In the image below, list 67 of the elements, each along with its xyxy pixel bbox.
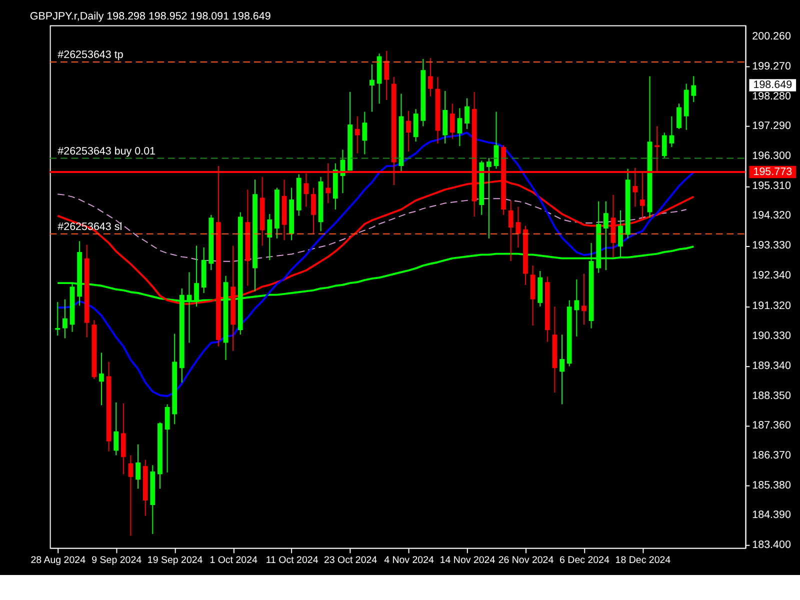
x-tick-label: 28 Aug 2024 xyxy=(30,554,86,566)
x-tick-label: 6 Dec 2024 xyxy=(560,554,610,566)
y-tick-label: 195.310 xyxy=(752,180,791,192)
candlestick xyxy=(311,187,316,234)
y-tick-label: 184.390 xyxy=(752,509,791,522)
candlestick xyxy=(516,206,521,248)
x-tick-label: 23 Oct 2024 xyxy=(324,554,378,566)
candlestick xyxy=(114,402,119,456)
candlestick xyxy=(384,50,390,101)
x-tick-label: 11 Oct 2024 xyxy=(266,554,319,566)
y-tick-label: 199.270 xyxy=(752,60,791,72)
y-tick-label: 193.330 xyxy=(752,240,791,252)
candlestick xyxy=(582,273,586,326)
candlestick xyxy=(362,111,368,155)
candlestick xyxy=(354,116,360,154)
y-tick-label: 186.370 xyxy=(752,449,791,462)
x-tick-label: 26 Nov 2024 xyxy=(498,554,554,566)
y-tick-label: 198.280 xyxy=(752,90,791,102)
x-tick-label: 9 Sep 2024 xyxy=(92,554,142,566)
candlestick xyxy=(457,108,462,147)
ref-line-label: #26253643 buy 0.01 xyxy=(58,145,156,158)
candlestick xyxy=(428,58,433,97)
y-tick-label: 188.350 xyxy=(752,390,791,402)
candlestick xyxy=(136,444,140,490)
ref-line-label: 195.773 xyxy=(753,166,792,178)
text: 198.649 xyxy=(753,79,792,92)
candlestick xyxy=(669,116,674,148)
y-tick-label: 183.400 xyxy=(752,539,791,552)
line-series xyxy=(56,132,695,398)
y-tick-label: 197.290 xyxy=(752,120,791,132)
y-tick-label: 192.340 xyxy=(752,269,791,282)
y-tick-label: 194.320 xyxy=(752,210,791,222)
candlestick xyxy=(450,103,455,140)
candlestick xyxy=(128,454,134,536)
x-tick-label: 4 Nov 2024 xyxy=(384,554,435,566)
candlestick xyxy=(560,334,564,405)
candlestick xyxy=(413,108,418,142)
ref-line-label: #26253643 tp xyxy=(58,49,124,62)
candlestick xyxy=(464,98,470,130)
candlestick xyxy=(676,103,682,130)
y-tick-label: 189.340 xyxy=(752,360,791,372)
candlestick xyxy=(99,352,104,406)
candlestick xyxy=(164,404,170,473)
candlestick xyxy=(494,111,499,170)
y-tick-label: 187.360 xyxy=(752,420,791,432)
candlestick xyxy=(508,200,514,262)
candlestick xyxy=(62,298,68,339)
candlestick xyxy=(370,64,374,112)
x-tick-label: 18 Dec 2024 xyxy=(615,554,672,566)
candlestick xyxy=(691,76,696,103)
chart-title: GBPJPY.r,Daily 198.298 198.952 198.091 198.649 xyxy=(30,10,271,22)
candlestick xyxy=(486,157,492,239)
candlestick xyxy=(55,302,60,336)
line-series xyxy=(57,194,687,262)
y-tick-label: 185.380 xyxy=(752,479,791,492)
x-tick-label: 14 Nov 2024 xyxy=(440,554,496,566)
candlestick xyxy=(406,110,411,152)
y-tick-label: 196.300 xyxy=(752,150,791,162)
x-tick-label: 19 Sep 2024 xyxy=(147,554,204,566)
candlestick xyxy=(120,402,126,475)
candlestick xyxy=(267,214,272,261)
x-tick-label: 1 Oct 2024 xyxy=(210,554,258,566)
candlestick xyxy=(662,132,667,158)
candlestick xyxy=(574,278,580,337)
y-tick-label: 200.260 xyxy=(752,30,791,43)
y-tick-label: 191.320 xyxy=(752,300,791,312)
y-tick-label: 190.330 xyxy=(752,330,791,342)
